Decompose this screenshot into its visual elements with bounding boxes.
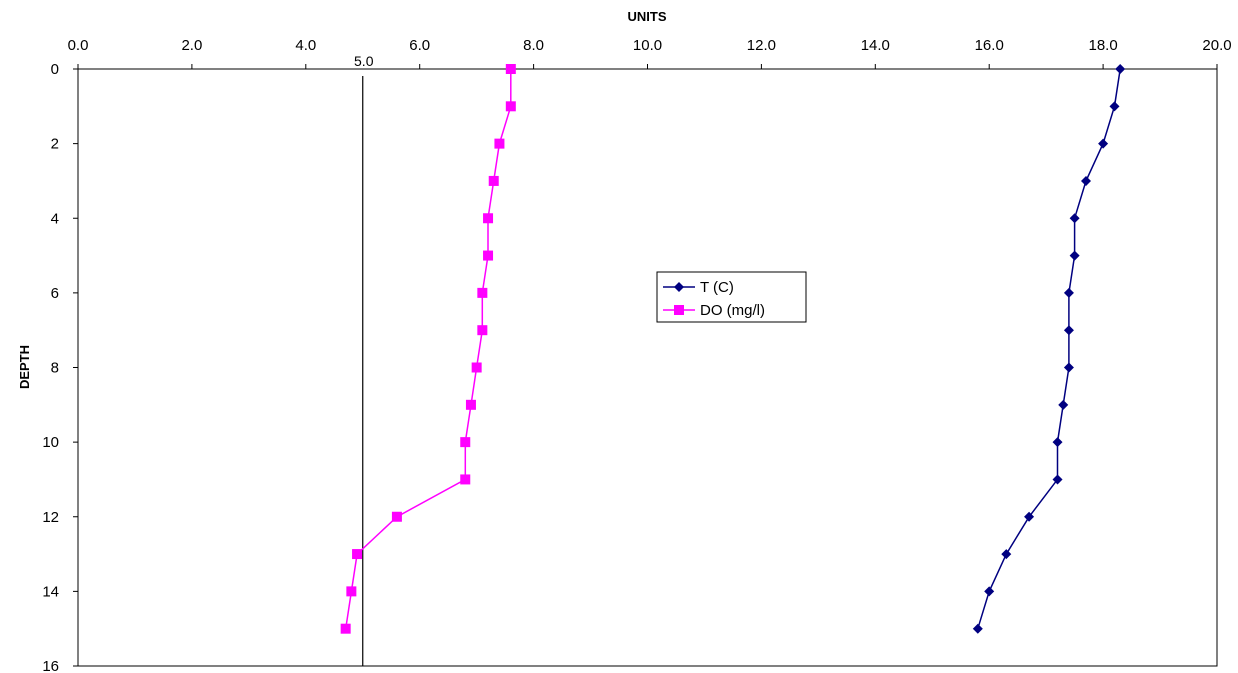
data-point-do — [477, 287, 488, 298]
data-point-t — [1063, 325, 1074, 336]
x-tick-label: 10.0 — [633, 37, 662, 54]
x-tick-label: 2.0 — [181, 37, 202, 54]
data-point-do — [460, 474, 471, 485]
x-axis-title: UNITS — [628, 9, 667, 24]
data-point-do — [346, 586, 357, 597]
data-point-t — [1052, 437, 1063, 448]
y-tick-label: 6 — [51, 285, 59, 302]
data-point-do — [471, 362, 482, 373]
data-point-t — [1109, 101, 1120, 112]
x-tick-label: 16.0 — [975, 37, 1004, 54]
data-point-do — [505, 101, 516, 112]
reference-line-label: 5.0 — [354, 53, 374, 69]
data-point-do — [494, 138, 505, 149]
legend-label-do: DO (mg/l) — [700, 302, 765, 319]
data-point-t — [1052, 474, 1063, 485]
y-tick-label: 10 — [42, 434, 59, 451]
data-point-do — [488, 175, 499, 186]
data-point-do — [465, 399, 476, 410]
x-tick-label: 20.0 — [1202, 37, 1231, 54]
data-point-do — [460, 437, 471, 448]
data-point-do — [340, 623, 351, 634]
data-point-t — [1098, 138, 1109, 149]
plot-area — [77, 68, 1218, 667]
x-tick-label: 8.0 — [523, 37, 544, 54]
x-tick-label: 0.0 — [68, 37, 89, 54]
data-point-t — [972, 623, 983, 634]
legend-label-t: T (C) — [700, 279, 734, 296]
x-tick-label: 12.0 — [747, 37, 776, 54]
x-axis-ticks: 0.0 2.0 4.0 6.0 8.0 10.0 12.0 14.0 16.0 18.0 20.0 — [68, 37, 1232, 69]
legend-marker-t-diamond-icon — [674, 282, 684, 292]
data-point-t — [1069, 213, 1080, 224]
series-line-t — [977, 68, 1121, 629]
y-tick-label: 4 — [51, 210, 59, 227]
y-tick-label: 14 — [42, 583, 59, 600]
y-tick-label: 0 — [51, 61, 59, 78]
data-point-do — [483, 213, 494, 224]
data-point-t — [984, 586, 995, 597]
data-point-do — [391, 511, 402, 522]
data-point-t — [1063, 287, 1074, 298]
data-point-t — [1001, 549, 1012, 560]
data-point-t — [1081, 175, 1092, 186]
data-point-do — [505, 64, 516, 74]
data-point-do — [477, 325, 488, 336]
y-tick-label: 16 — [42, 658, 59, 673]
x-tick-label: 4.0 — [295, 37, 316, 54]
data-point-t — [1069, 250, 1080, 261]
data-point-t — [1024, 511, 1035, 522]
data-point-t — [1058, 399, 1069, 410]
x-tick-label: 18.0 — [1088, 37, 1117, 54]
data-point-do — [483, 250, 494, 261]
series-line-do — [344, 69, 512, 629]
x-tick-label: 14.0 — [861, 37, 890, 54]
y-tick-label: 2 — [51, 136, 59, 153]
data-point-t — [1063, 362, 1074, 373]
y-axis-ticks: 0 2 4 6 8 10 12 14 16 — [42, 61, 78, 673]
x-tick-label: 6.0 — [409, 37, 430, 54]
series-layer — [340, 64, 1126, 634]
data-point-t — [1115, 64, 1126, 74]
y-tick-label: 12 — [42, 509, 59, 526]
legend: T (C) DO (mg/l) — [656, 271, 807, 323]
y-tick-label: 8 — [51, 360, 59, 377]
legend-marker-do-square-icon — [674, 305, 684, 315]
y-axis-title: DEPTH — [17, 345, 32, 389]
data-point-do — [352, 549, 363, 560]
